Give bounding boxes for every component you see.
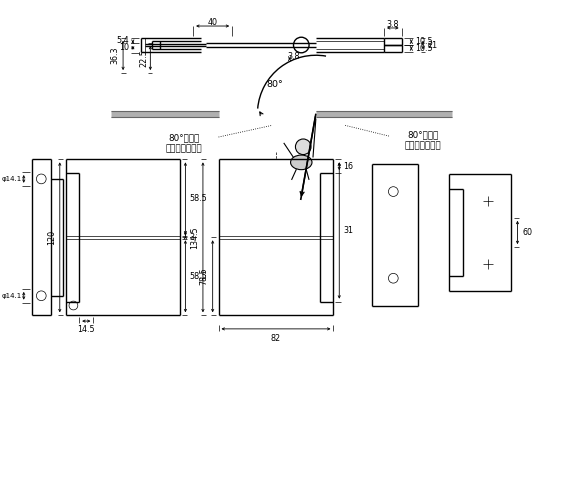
- Text: 3.8: 3.8: [288, 52, 300, 61]
- Text: 60: 60: [522, 228, 532, 237]
- Text: 120: 120: [47, 230, 56, 245]
- Text: 58.5: 58.5: [189, 272, 207, 281]
- Ellipse shape: [290, 155, 312, 170]
- Text: 80°以上は: 80°以上は: [407, 130, 439, 140]
- Text: 3.8: 3.8: [386, 20, 399, 28]
- Text: φ14.1: φ14.1: [2, 293, 22, 299]
- Circle shape: [295, 139, 311, 154]
- Text: 10.5: 10.5: [415, 44, 433, 53]
- Text: 14.5: 14.5: [77, 325, 95, 334]
- Text: 40: 40: [208, 18, 218, 26]
- Text: φ14.1: φ14.1: [2, 176, 22, 182]
- Text: 10: 10: [119, 44, 129, 52]
- Text: 78.5: 78.5: [200, 268, 209, 285]
- Text: 80°以内は: 80°以内は: [169, 134, 200, 142]
- Text: 31: 31: [343, 226, 353, 235]
- Text: 134.5: 134.5: [190, 226, 199, 248]
- Text: 80°: 80°: [266, 80, 283, 89]
- Text: 16: 16: [343, 162, 353, 171]
- Text: 82: 82: [271, 334, 281, 342]
- Text: 10.5: 10.5: [415, 37, 433, 46]
- Text: 3: 3: [189, 233, 194, 242]
- Text: 21: 21: [427, 40, 437, 50]
- Text: セルフオープン: セルフオープン: [405, 142, 442, 150]
- Text: 36.3: 36.3: [110, 46, 119, 64]
- Text: セルフクローズ: セルフクローズ: [166, 144, 203, 153]
- Text: 5.4: 5.4: [116, 36, 129, 45]
- Text: 22.5: 22.5: [139, 49, 148, 67]
- Text: 58.5: 58.5: [189, 194, 207, 203]
